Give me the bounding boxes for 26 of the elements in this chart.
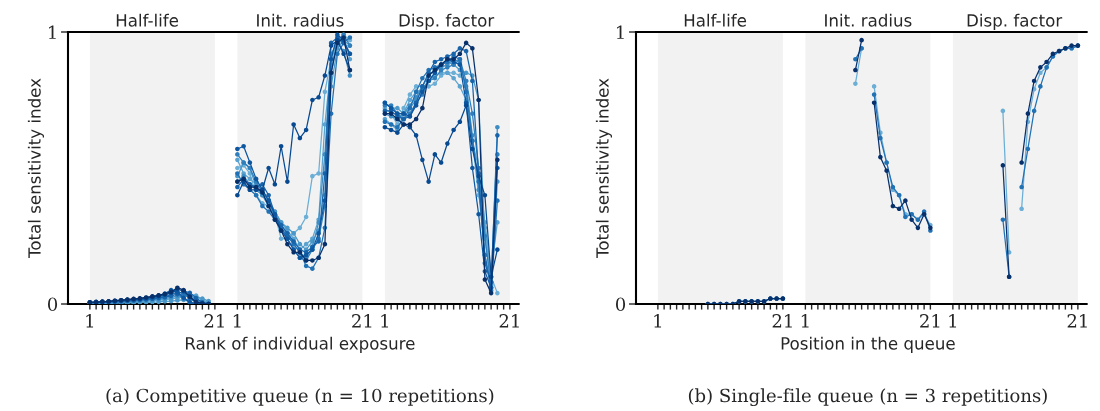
chart-title: Half-life xyxy=(116,13,179,27)
chart-title: Disp. factor xyxy=(967,13,1063,30)
x-tick-label: 1 xyxy=(233,314,241,328)
x-tick-label: 21 xyxy=(1067,314,1087,328)
x-tick-label: 1 xyxy=(801,314,809,328)
x-axis-title: Rank of individual exposure xyxy=(185,336,415,353)
chart-title: Init. radius xyxy=(257,13,344,27)
y-axis-title: Total sensitivity index xyxy=(595,78,613,259)
y-tick-label: 0 xyxy=(615,297,626,312)
text: (a) Competitive queue (n = 10 repetitions) xyxy=(106,388,494,406)
x-tick-label: 21 xyxy=(499,314,519,328)
chart-title: Half-life xyxy=(684,13,747,27)
x-tick-label: 1 xyxy=(381,314,389,328)
x-tick-label: 1 xyxy=(86,314,94,328)
x-axis-title: Position in the queue xyxy=(781,336,955,353)
x-tick-label: 21 xyxy=(772,314,792,328)
text: (b) Single-file queue (n = 3 repetitions) xyxy=(688,388,1047,407)
x-tick-label: 1 xyxy=(654,314,662,328)
x-tick-label: 21 xyxy=(204,314,224,328)
y-axis-title: Total sensitivity index xyxy=(27,78,45,259)
x-tick-label: 21 xyxy=(920,314,940,328)
y-tick-label: 0 xyxy=(47,297,58,312)
chart-title: Disp. factor xyxy=(399,13,495,30)
x-tick-label: 1 xyxy=(949,314,957,328)
x-tick-label: 21 xyxy=(352,314,372,328)
chart-title: Init. radius xyxy=(825,13,912,27)
